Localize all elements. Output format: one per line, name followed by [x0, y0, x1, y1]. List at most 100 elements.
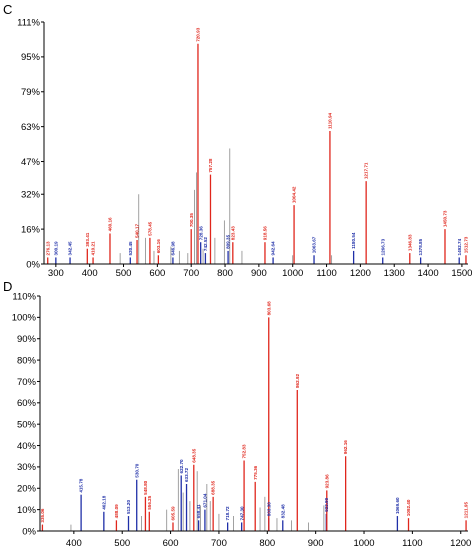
peak-label-y-10: 862.92 — [295, 374, 300, 388]
peak-label-b-9: 1180.54 — [351, 232, 356, 249]
peak-label-y-14: 1211.95 — [464, 502, 469, 519]
peak-label-y-8: 775.36 — [253, 465, 258, 479]
panel-d: D 0% 10% 20% 30% 40% 50% 60% 70% 80% 90% 100% 110% 4… — [3, 279, 471, 549]
y-tick-label: 90% — [17, 334, 37, 345]
peak-label-b-12: 922.80 — [324, 497, 329, 511]
x-tick-label: 900 — [251, 268, 267, 279]
peak-label-b-1: 462.18 — [101, 495, 106, 509]
x-tick-label: 600 — [149, 268, 165, 279]
y-tick-label: 60% — [17, 398, 37, 409]
y-tick-label: 0% — [22, 526, 36, 537]
peak-label-b-3: 530.70 — [134, 463, 139, 477]
peak-label-y-6: 688.35 — [211, 480, 216, 494]
peak-label-y-7: 752.83 — [242, 444, 247, 458]
y-tick-label: 95% — [21, 52, 41, 63]
peak-label-y-14: 1217.71 — [364, 162, 369, 179]
y-tick-label: 100% — [12, 313, 37, 324]
x-tick-label: 1500 — [451, 268, 472, 279]
y-tick-label: 63% — [21, 122, 41, 133]
peak-label-b-10: 803.30 — [266, 502, 271, 516]
panel-c-axes: 0% 16% 32% 47% 63% 79% 95% 111% 300 400 500 600 700 8… — [17, 17, 472, 279]
peak-label-y-8: 720.93 — [196, 27, 201, 41]
peak-label-y-0: 335.06 — [40, 508, 45, 522]
y-tick-label: 20% — [17, 484, 37, 495]
peak-label-y-13: 1092.40 — [406, 499, 411, 516]
peak-label-b-3: 646.98 — [171, 241, 176, 255]
y-tick-label: 47% — [21, 157, 41, 168]
peak-label-b-4: 728.36 — [198, 226, 203, 240]
peak-label-y-15: 1346.83 — [407, 234, 412, 251]
peak-label-b-4: 622.70 — [179, 459, 184, 473]
peak-label-y-2: 410.21 — [91, 241, 96, 255]
x-tick-label: 700 — [183, 268, 199, 279]
x-tick-label: 600 — [163, 538, 179, 549]
peak-label-y-9: 757.28 — [208, 158, 213, 172]
y-tick-label: 111% — [17, 17, 40, 28]
x-tick-label: 1300 — [384, 268, 405, 279]
peak-label-y-1: 393.41 — [85, 232, 90, 246]
x-tick-label: 500 — [114, 538, 130, 549]
peak-label-y-5: 578.45 — [148, 221, 153, 235]
x-tick-label: 1000 — [282, 268, 303, 279]
peak-label-y-2: 548.80 — [143, 480, 148, 494]
y-tick-label: 32% — [21, 190, 41, 201]
y-tick-label: 79% — [21, 87, 41, 98]
x-tick-label: 400 — [82, 268, 98, 279]
peak-label-b-11: 1378.85 — [418, 238, 423, 255]
peak-label-y-10: 823.43 — [230, 226, 235, 240]
peak-label-y-16: 1450.73 — [443, 210, 448, 227]
y-tick-label: 30% — [17, 462, 37, 473]
panel-c-peaks — [47, 43, 467, 264]
peak-label-b-7: 942.64 — [271, 241, 276, 255]
peak-label-b-2: 520.45 — [128, 241, 133, 255]
y-tick-label: 110% — [12, 291, 36, 302]
peak-label-b-11: 832.48 — [280, 504, 285, 518]
panel-letter-d: D — [3, 279, 12, 294]
y-tick-label: 40% — [17, 441, 37, 452]
y-tick-label: 10% — [17, 505, 37, 516]
peak-label-y-13: 1110.94 — [328, 112, 333, 129]
peak-label-y-12: 1004.42 — [292, 186, 297, 203]
x-tick-label: 300 — [48, 268, 64, 279]
peak-label-b-5: 742.52 — [203, 237, 208, 251]
peak-label-y-9: 803.68 — [266, 301, 271, 315]
peak-label-y-0: 276.13 — [45, 241, 50, 255]
peak-label-y-3: 556.25 — [147, 495, 152, 509]
peak-label-b-0: 300.19 — [53, 241, 58, 255]
x-tick-label: 1400 — [417, 268, 438, 279]
peak-label-y-1: 488.09 — [114, 504, 119, 518]
y-tick-label: 50% — [17, 419, 37, 430]
x-tick-label: 1200 — [350, 268, 371, 279]
peak-label-b-6: 658.41 — [196, 504, 201, 518]
y-tick-label: 80% — [17, 355, 37, 366]
peak-label-b-13: 1069.60 — [395, 497, 400, 514]
x-tick-label: 400 — [66, 538, 82, 549]
y-tick-label: 70% — [17, 377, 37, 388]
x-tick-label: 800 — [217, 268, 233, 279]
x-tick-label: 700 — [211, 538, 227, 549]
x-tick-label: 1200 — [450, 538, 471, 549]
panel-letter-c: C — [3, 2, 12, 17]
x-tick-label: 900 — [308, 538, 324, 549]
x-tick-label: 500 — [116, 268, 132, 279]
peak-label-y-4: 605.59 — [171, 506, 176, 520]
panel-d-axes: 0% 10% 20% 30% 40% 50% 60% 70% 80% 90% 100% 110% 400… — [12, 291, 472, 549]
y-tick-label: 16% — [21, 224, 41, 235]
peak-label-b-2: 513.20 — [126, 500, 131, 514]
peak-label-b-1: 342.45 — [68, 241, 73, 255]
peak-label-y-11: 918.56 — [263, 226, 268, 240]
y-tick-label: 0% — [26, 259, 40, 270]
peak-label-b-6: 809.35 — [226, 234, 231, 248]
peak-label-b-12: 1492.74 — [457, 238, 462, 255]
peak-label-y-7: 700.35 — [189, 213, 194, 227]
panel-c: C 0% 16% 32% 47% 63% 79% 95% 111% 300 400 500 600 70… — [3, 2, 472, 279]
peak-label-b-8: 718.72 — [225, 506, 230, 520]
peak-label-y-5: 648.35 — [191, 448, 196, 462]
x-tick-label: 1000 — [353, 538, 374, 549]
peak-label-b-7: 671.04 — [203, 493, 208, 507]
peak-label-b-8: 1063.67 — [312, 236, 317, 253]
peak-label-b-9: 747.30 — [239, 506, 244, 520]
